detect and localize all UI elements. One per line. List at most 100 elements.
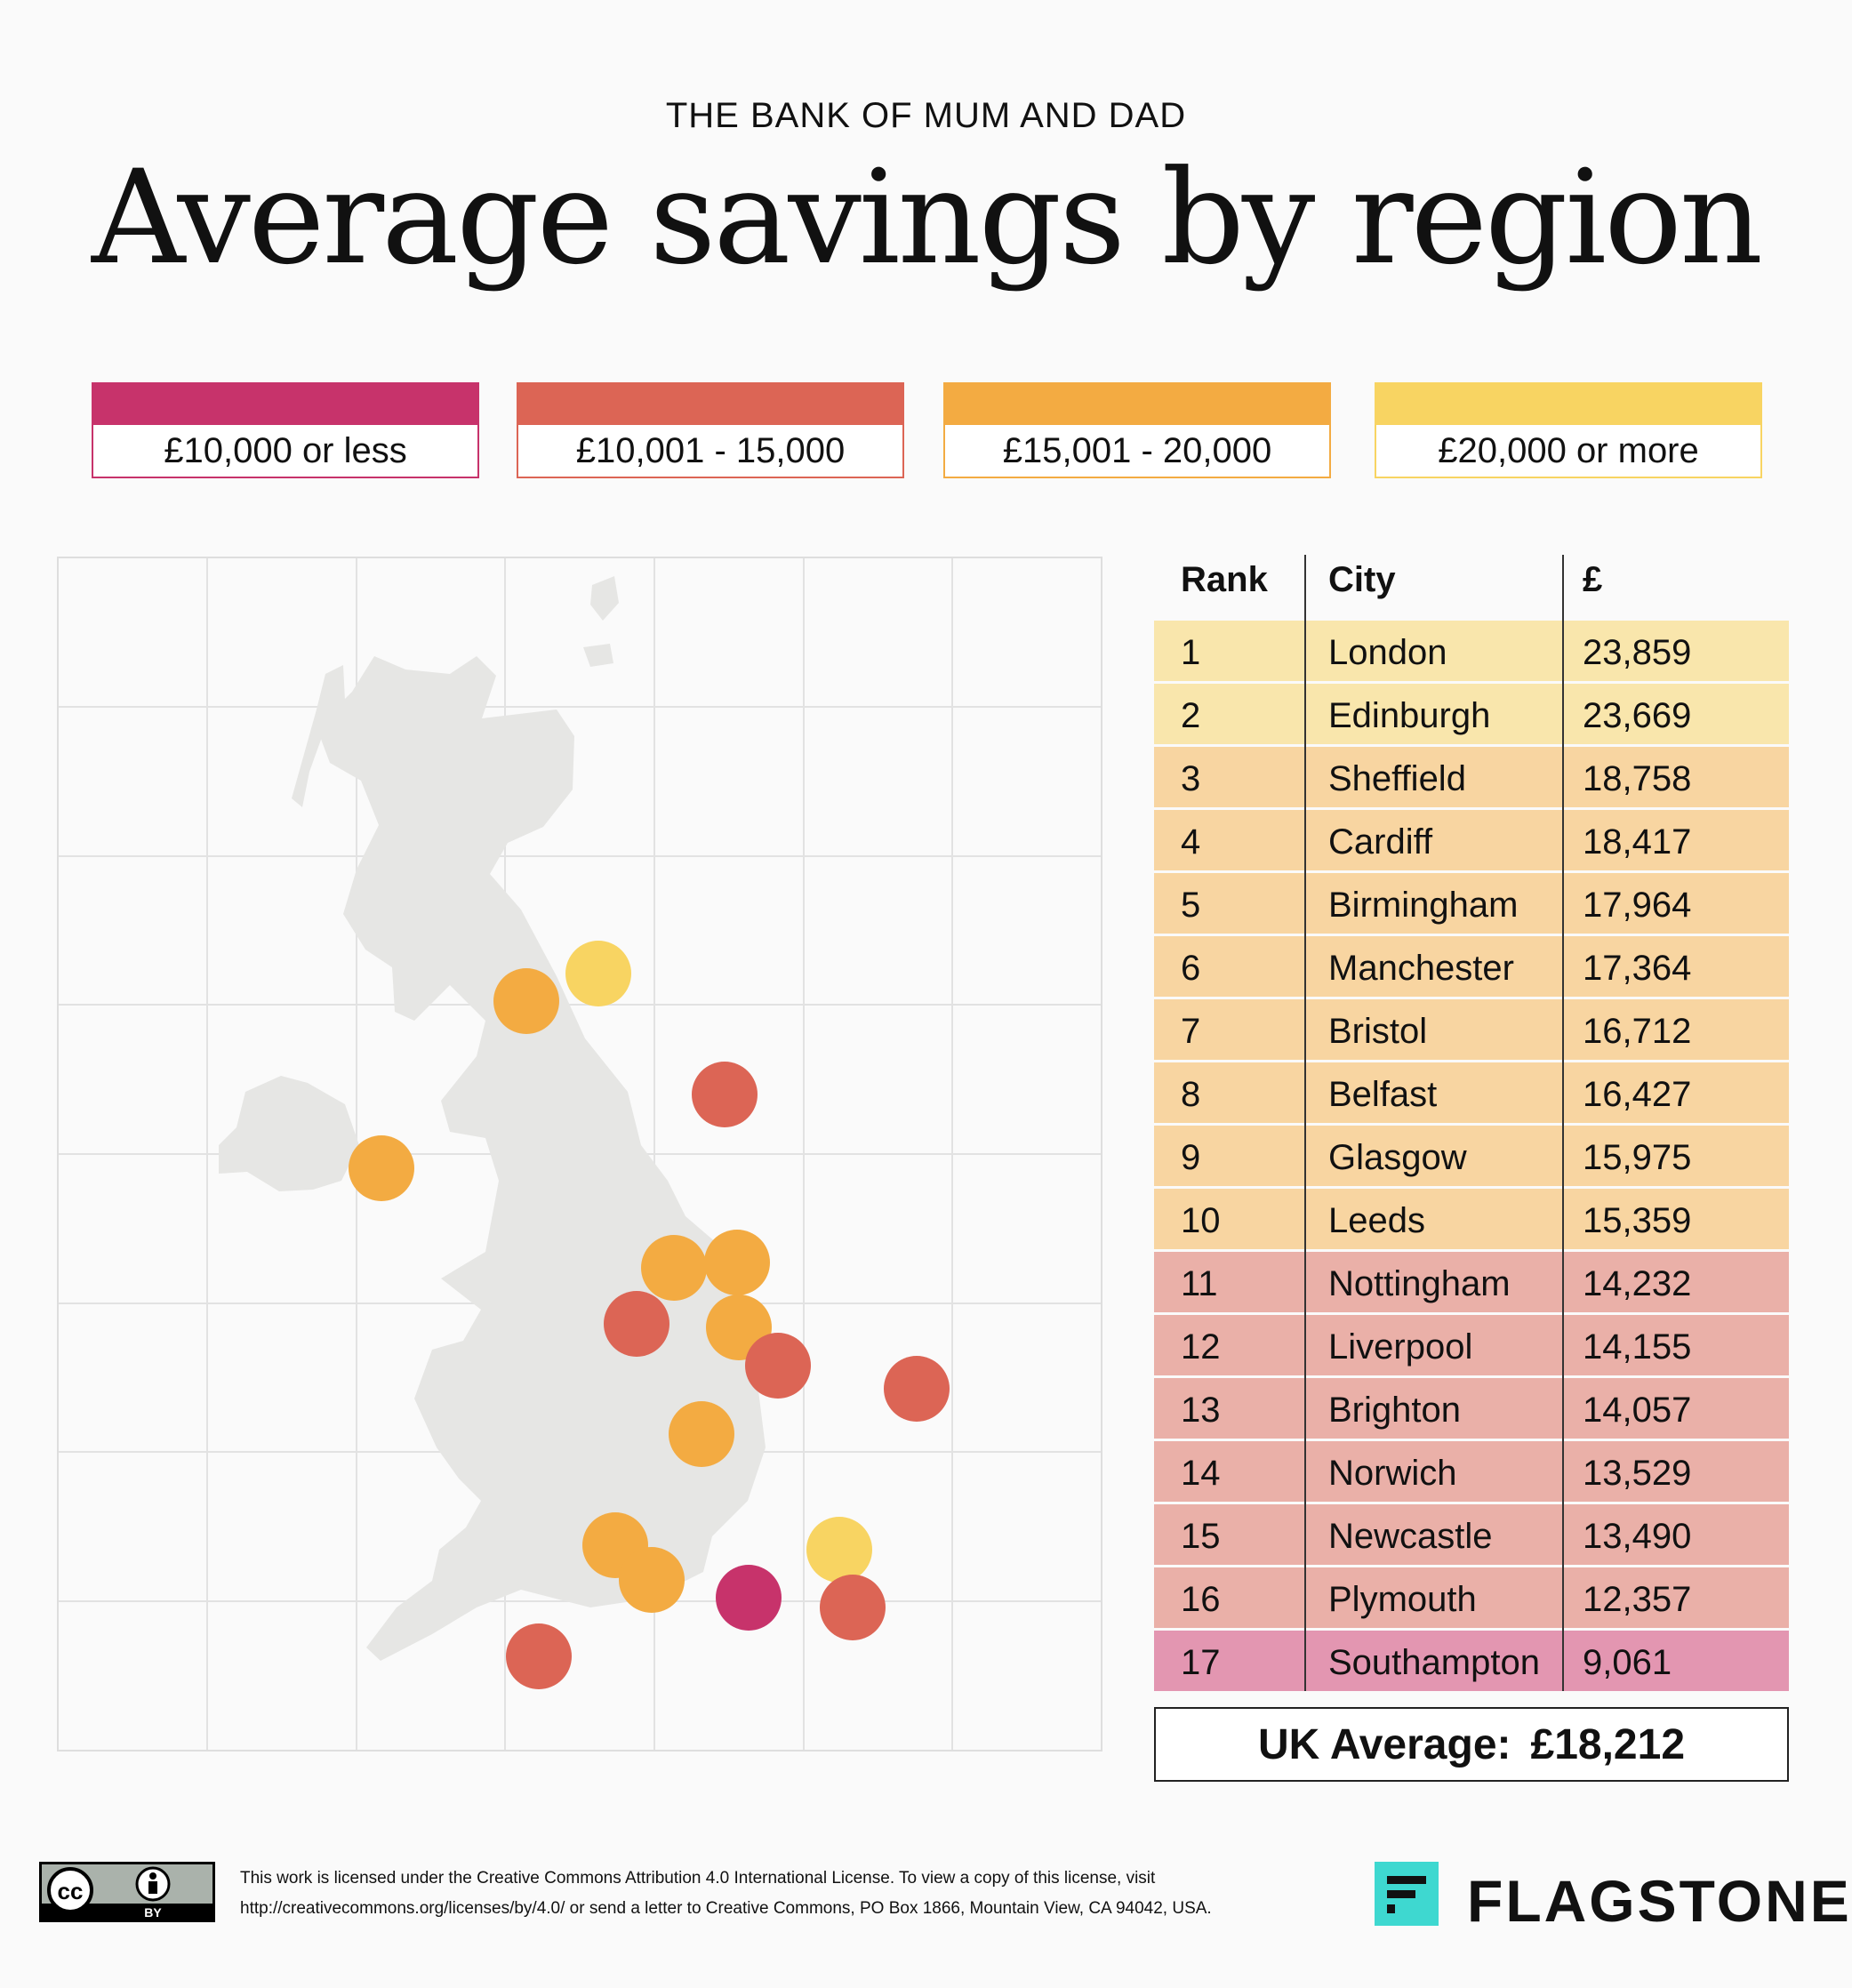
- row-value: 23,669: [1583, 696, 1692, 735]
- marker-birmingham: [669, 1401, 734, 1467]
- northern-ireland-shape: [219, 1076, 359, 1191]
- table-row: 13 Brighton 14,057: [1154, 1378, 1789, 1439]
- row-city: Liverpool: [1328, 1327, 1473, 1367]
- uk-map: [57, 557, 1102, 1752]
- marker-leeds: [704, 1230, 770, 1295]
- brand-name: FLAGSTONE: [1467, 1868, 1852, 1934]
- row-rank: 15: [1181, 1517, 1221, 1556]
- row-value: 14,057: [1583, 1391, 1692, 1430]
- row-rank: 11: [1181, 1264, 1218, 1303]
- row-city: Plymouth: [1328, 1580, 1477, 1619]
- city-markers: [349, 941, 950, 1689]
- table-row: 4 Cardiff 18,417: [1154, 810, 1789, 870]
- western-isles-shape: [292, 665, 345, 807]
- row-rank: 8: [1181, 1075, 1201, 1114]
- row-value: 12,357: [1583, 1580, 1692, 1619]
- row-city: London: [1328, 633, 1447, 672]
- legend-swatch: [92, 382, 479, 425]
- row-value: 14,232: [1583, 1264, 1692, 1303]
- row-city: Bristol: [1328, 1012, 1428, 1051]
- marker-manchester: [641, 1235, 707, 1301]
- license-line-2[interactable]: http://creativecommons.org/licenses/by/4…: [240, 1899, 1212, 1918]
- table-row: 12 Liverpool 14,155: [1154, 1315, 1789, 1375]
- row-value: 15,359: [1583, 1201, 1692, 1240]
- row-value: 13,529: [1583, 1454, 1692, 1493]
- row-city: Brighton: [1328, 1391, 1461, 1430]
- header-rank: Rank: [1181, 560, 1268, 599]
- cc-license-badge[interactable]: cc BY: [39, 1862, 215, 1922]
- marker-southampton: [716, 1565, 782, 1631]
- row-city: Newcastle: [1328, 1517, 1493, 1556]
- great-britain-shape: [317, 656, 766, 1661]
- row-value: 16,427: [1583, 1075, 1692, 1114]
- table-row: 5 Birmingham 17,964: [1154, 873, 1789, 934]
- row-value: 18,417: [1583, 822, 1692, 862]
- page-title: Average savings by region: [91, 142, 1763, 293]
- row-rank: 1: [1181, 633, 1201, 672]
- row-rank: 10: [1181, 1201, 1221, 1240]
- row-value: 18,758: [1583, 759, 1692, 798]
- row-value: 23,859: [1583, 633, 1692, 672]
- marker-liverpool: [604, 1291, 669, 1357]
- row-city: Belfast: [1328, 1075, 1438, 1114]
- cc-icon-text: cc: [58, 1878, 84, 1904]
- row-value: 9,061: [1583, 1643, 1672, 1682]
- table-row: 15 Newcastle 13,490: [1154, 1504, 1789, 1565]
- table-row: 6 Manchester 17,364: [1154, 936, 1789, 997]
- legend-label: £15,001 - 20,000: [943, 425, 1331, 478]
- legend-label: £20,000 or more: [1375, 425, 1762, 478]
- license-text: This work is licensed under the Creative…: [240, 1864, 1212, 1924]
- column-divider: [1562, 555, 1564, 1691]
- row-rank: 12: [1181, 1327, 1221, 1367]
- license-line-1: This work is licensed under the Creative…: [240, 1869, 1156, 1888]
- by-label: BY: [144, 1905, 162, 1920]
- row-rank: 17: [1181, 1643, 1221, 1682]
- row-city: Birmingham: [1328, 886, 1519, 925]
- uk-average-value: £18,212: [1530, 1720, 1686, 1768]
- row-city: Edinburgh: [1328, 696, 1491, 735]
- row-value: 17,364: [1583, 949, 1692, 988]
- northern-isles-shape: [590, 576, 619, 621]
- legend-label: £10,000 or less: [92, 425, 479, 478]
- table-row: 1 London 23,859: [1154, 621, 1789, 681]
- table-row: 3 Sheffield 18,758: [1154, 747, 1789, 807]
- table-row: 7 Bristol 16,712: [1154, 999, 1789, 1060]
- marker-brighton: [820, 1575, 886, 1640]
- marker-edinburgh: [565, 941, 631, 1006]
- row-rank: 16: [1181, 1580, 1221, 1619]
- row-city: Manchester: [1328, 949, 1514, 988]
- table-row: 8 Belfast 16,427: [1154, 1062, 1789, 1123]
- row-rank: 13: [1181, 1391, 1221, 1430]
- marker-plymouth: [506, 1623, 572, 1689]
- legend-label: £10,001 - 15,000: [517, 425, 904, 478]
- table-row: 11 Nottingham 14,232: [1154, 1252, 1789, 1312]
- row-value: 14,155: [1583, 1327, 1692, 1367]
- marker-belfast: [349, 1135, 414, 1201]
- marker-nottingham: [745, 1333, 811, 1399]
- row-city: Leeds: [1328, 1201, 1425, 1240]
- uk-map-graphic: [59, 558, 1101, 1750]
- legend-swatch: [1375, 382, 1762, 425]
- column-divider: [1304, 555, 1306, 1691]
- legend-item-lowest: £10,000 or less: [92, 382, 479, 480]
- flagstone-logo-icon: [1375, 1862, 1439, 1926]
- table-row: 14 Norwich 13,529: [1154, 1441, 1789, 1502]
- table-row: 9 Glasgow 15,975: [1154, 1126, 1789, 1186]
- legend-item-low: £10,001 - 15,000: [517, 382, 904, 480]
- row-rank: 4: [1181, 822, 1201, 862]
- row-city: Southampton: [1328, 1643, 1540, 1682]
- legend-item-high: £20,000 or more: [1375, 382, 1762, 480]
- legend-swatch: [517, 382, 904, 425]
- row-value: 16,712: [1583, 1012, 1692, 1051]
- orkney-shape: [583, 644, 613, 667]
- row-city: Cardiff: [1328, 822, 1433, 862]
- row-city: Norwich: [1328, 1454, 1457, 1493]
- row-rank: 2: [1181, 696, 1201, 735]
- uk-average-box: UK Average: £18,212: [1154, 1707, 1789, 1782]
- row-value: 13,490: [1583, 1517, 1692, 1556]
- marker-london: [806, 1517, 872, 1583]
- row-city: Glasgow: [1328, 1138, 1467, 1177]
- marker-bristol: [619, 1547, 685, 1613]
- table-row: 2 Edinburgh 23,669: [1154, 684, 1789, 744]
- row-rank: 3: [1181, 759, 1201, 798]
